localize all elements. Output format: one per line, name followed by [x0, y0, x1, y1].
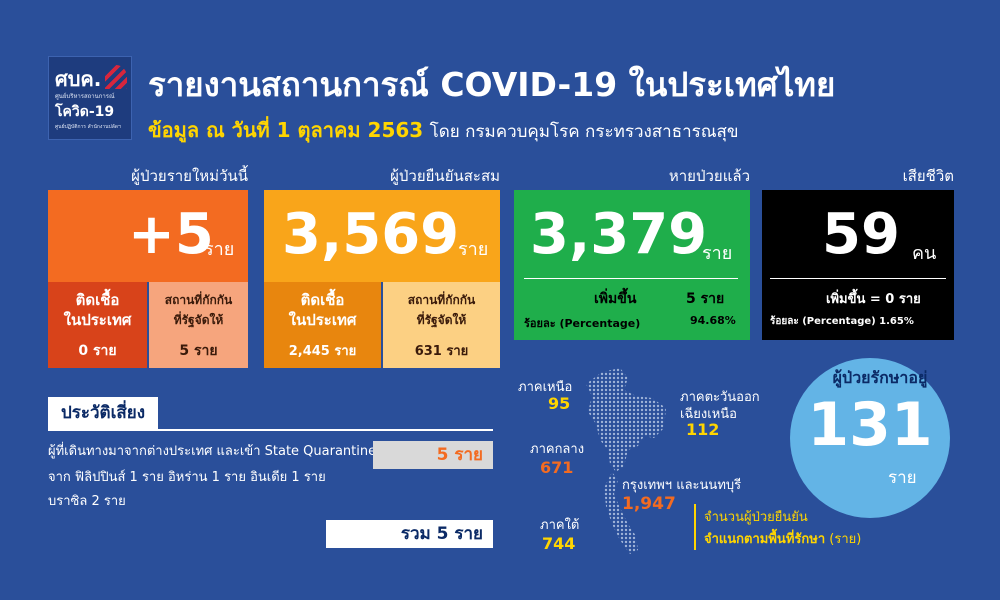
map-bangkok-value: 1,947: [622, 494, 676, 514]
new-cases-quarantine-label: สถานที่กักกัน ที่รัฐจัดให้: [164, 293, 233, 327]
deaths-value: 59: [822, 202, 900, 267]
map-northeast-label-1: ภาคตะวันออก: [680, 390, 760, 405]
risk-divider: [48, 429, 493, 431]
new-cases-local-card: ติดเชื้อ ในประเทศ 0 ราย: [48, 282, 147, 368]
page-subtitle: ข้อมูล ณ วันที่ 1 ตุลาคม 2563 โดย กรมควบ…: [148, 114, 739, 146]
deaths-increase: เพิ่มขึ้น = 0 ราย: [826, 292, 921, 307]
recovered-card: 3,379 ราย เพิ่มขึ้น 5 ราย ร้อยละ (Percen…: [514, 190, 750, 340]
map-caption-unit: (ราย): [829, 532, 862, 547]
treating-circle: [790, 358, 950, 518]
treating-unit: ราย: [888, 468, 917, 488]
cumulative-local-value: 2,445 ราย: [288, 344, 357, 359]
risk-line-3: บราซิล 2 ราย: [48, 494, 126, 509]
risk-value: 5 ราย: [373, 441, 493, 469]
new-cases-unit: ราย: [204, 239, 235, 260]
logo: ศบค. ศูนย์บริหารสถานการณ์ โควิด-19 ศูนย์…: [48, 56, 132, 140]
cumulative-quarantine-value: 631 ราย: [414, 344, 469, 359]
logo-name-text: โควิด-19: [55, 104, 115, 120]
new-cases-label: ผู้ป่วยรายใหม่วันนี้: [131, 167, 248, 185]
treating-value: 131: [807, 390, 933, 460]
new-cases-card: +5 ราย: [48, 190, 248, 282]
logo-sub-text: ศูนย์บริหารสถานการณ์: [55, 93, 115, 100]
new-cases-value: +5: [128, 202, 214, 267]
map-north-value: 95: [548, 394, 571, 413]
map-bangkok-label: กรุงเทพฯ และนนทบุรี: [622, 478, 742, 493]
risk-title: ประวัติเสี่ยง: [48, 397, 158, 429]
recovered-value: 3,379: [530, 202, 708, 267]
recovered-increase-label: เพิ่มขึ้น: [594, 291, 637, 307]
recovered-divider: [524, 278, 738, 279]
recovered-label: หายป่วยแล้ว: [668, 167, 750, 185]
map-north-label: ภาคเหนือ: [518, 380, 573, 395]
recovered-unit: ราย: [702, 243, 733, 264]
logo-tag-text: ศูนย์ปฏิบัติการ สำนักงานปลัดฯ: [55, 124, 121, 130]
deaths-card: 59 คน เพิ่มขึ้น = 0 ราย ร้อยละ (Percenta…: [762, 190, 954, 340]
deaths-pct: ร้อยละ (Percentage) 1.65%: [770, 316, 914, 327]
risk-total: รวม 5 ราย: [326, 520, 493, 548]
map-south-value: 744: [542, 534, 576, 553]
cumulative-local-card: ติดเชื้อ ในประเทศ 2,445 ราย: [264, 282, 381, 368]
map-northeast-label-2: เฉียงเหนือ: [680, 407, 737, 422]
new-cases-local-label: ติดเชื้อ ในประเทศ: [63, 291, 132, 329]
risk-line-1: ผู้ที่เดินทางมาจากต่างประเทศ และเข้า Sta…: [48, 444, 377, 459]
cumulative-unit: ราย: [458, 239, 489, 260]
logo-emblem-icon: [105, 65, 127, 89]
cumulative-quarantine-label: สถานที่กักกัน ที่รัฐจัดให้: [407, 293, 476, 327]
new-cases-quarantine-card: สถานที่กักกัน ที่รัฐจัดให้ 5 ราย: [149, 282, 248, 368]
map-central-value: 671: [540, 458, 574, 477]
cumulative-value: 3,569: [282, 202, 460, 267]
cumulative-label: ผู้ป่วยยืนยันสะสม: [390, 167, 500, 185]
map-northeast-value: 112: [686, 420, 720, 439]
cumulative-card: 3,569 ราย: [264, 190, 500, 282]
deaths-unit: คน: [912, 243, 937, 264]
map-caption-1: จำนวนผู้ป่วยยืนยัน: [704, 510, 808, 525]
page-title: รายงานสถานการณ์ COVID-19 ในประเทศไทย: [148, 65, 836, 104]
logo-main-text: ศบค.: [55, 67, 102, 91]
recovered-increase-value: 5 ราย: [686, 291, 725, 307]
recovered-pct-label: ร้อยละ (Percentage): [524, 317, 641, 330]
map-caption-2: จำแนกตามพื้นที่รักษา: [704, 532, 826, 547]
treating-label: ผู้ป่วยรักษาอยู่: [832, 368, 928, 387]
recovered-pct-value: 94.68%: [690, 314, 736, 327]
subtitle-date: ข้อมูล ณ วันที่ 1 ตุลาคม 2563: [148, 118, 424, 142]
deaths-divider: [770, 278, 946, 279]
new-cases-local-value: 0 ราย: [78, 343, 117, 359]
thailand-map-icon: [586, 368, 666, 554]
deaths-label: เสียชีวิต: [902, 167, 954, 185]
map-caption-2-wrap: จำแนกตามพื้นที่รักษา (ราย): [704, 528, 861, 549]
cumulative-quarantine-card: สถานที่กักกัน ที่รัฐจัดให้ 631 ราย: [383, 282, 500, 368]
map-caption-bar: [694, 504, 696, 550]
map-south-label: ภาคใต้: [540, 518, 580, 533]
subtitle-source: โดย กรมควบคุมโรค กระทรวงสาธารณสุข: [429, 122, 739, 142]
new-cases-quarantine-value: 5 ราย: [179, 343, 218, 359]
map-central-label: ภาคกลาง: [530, 442, 585, 457]
risk-line-2: จาก ฟิลิปปินส์ 1 ราย อิหร่าน 1 ราย อินเด…: [48, 470, 326, 485]
cumulative-local-label: ติดเชื้อ ในประเทศ: [288, 291, 357, 329]
